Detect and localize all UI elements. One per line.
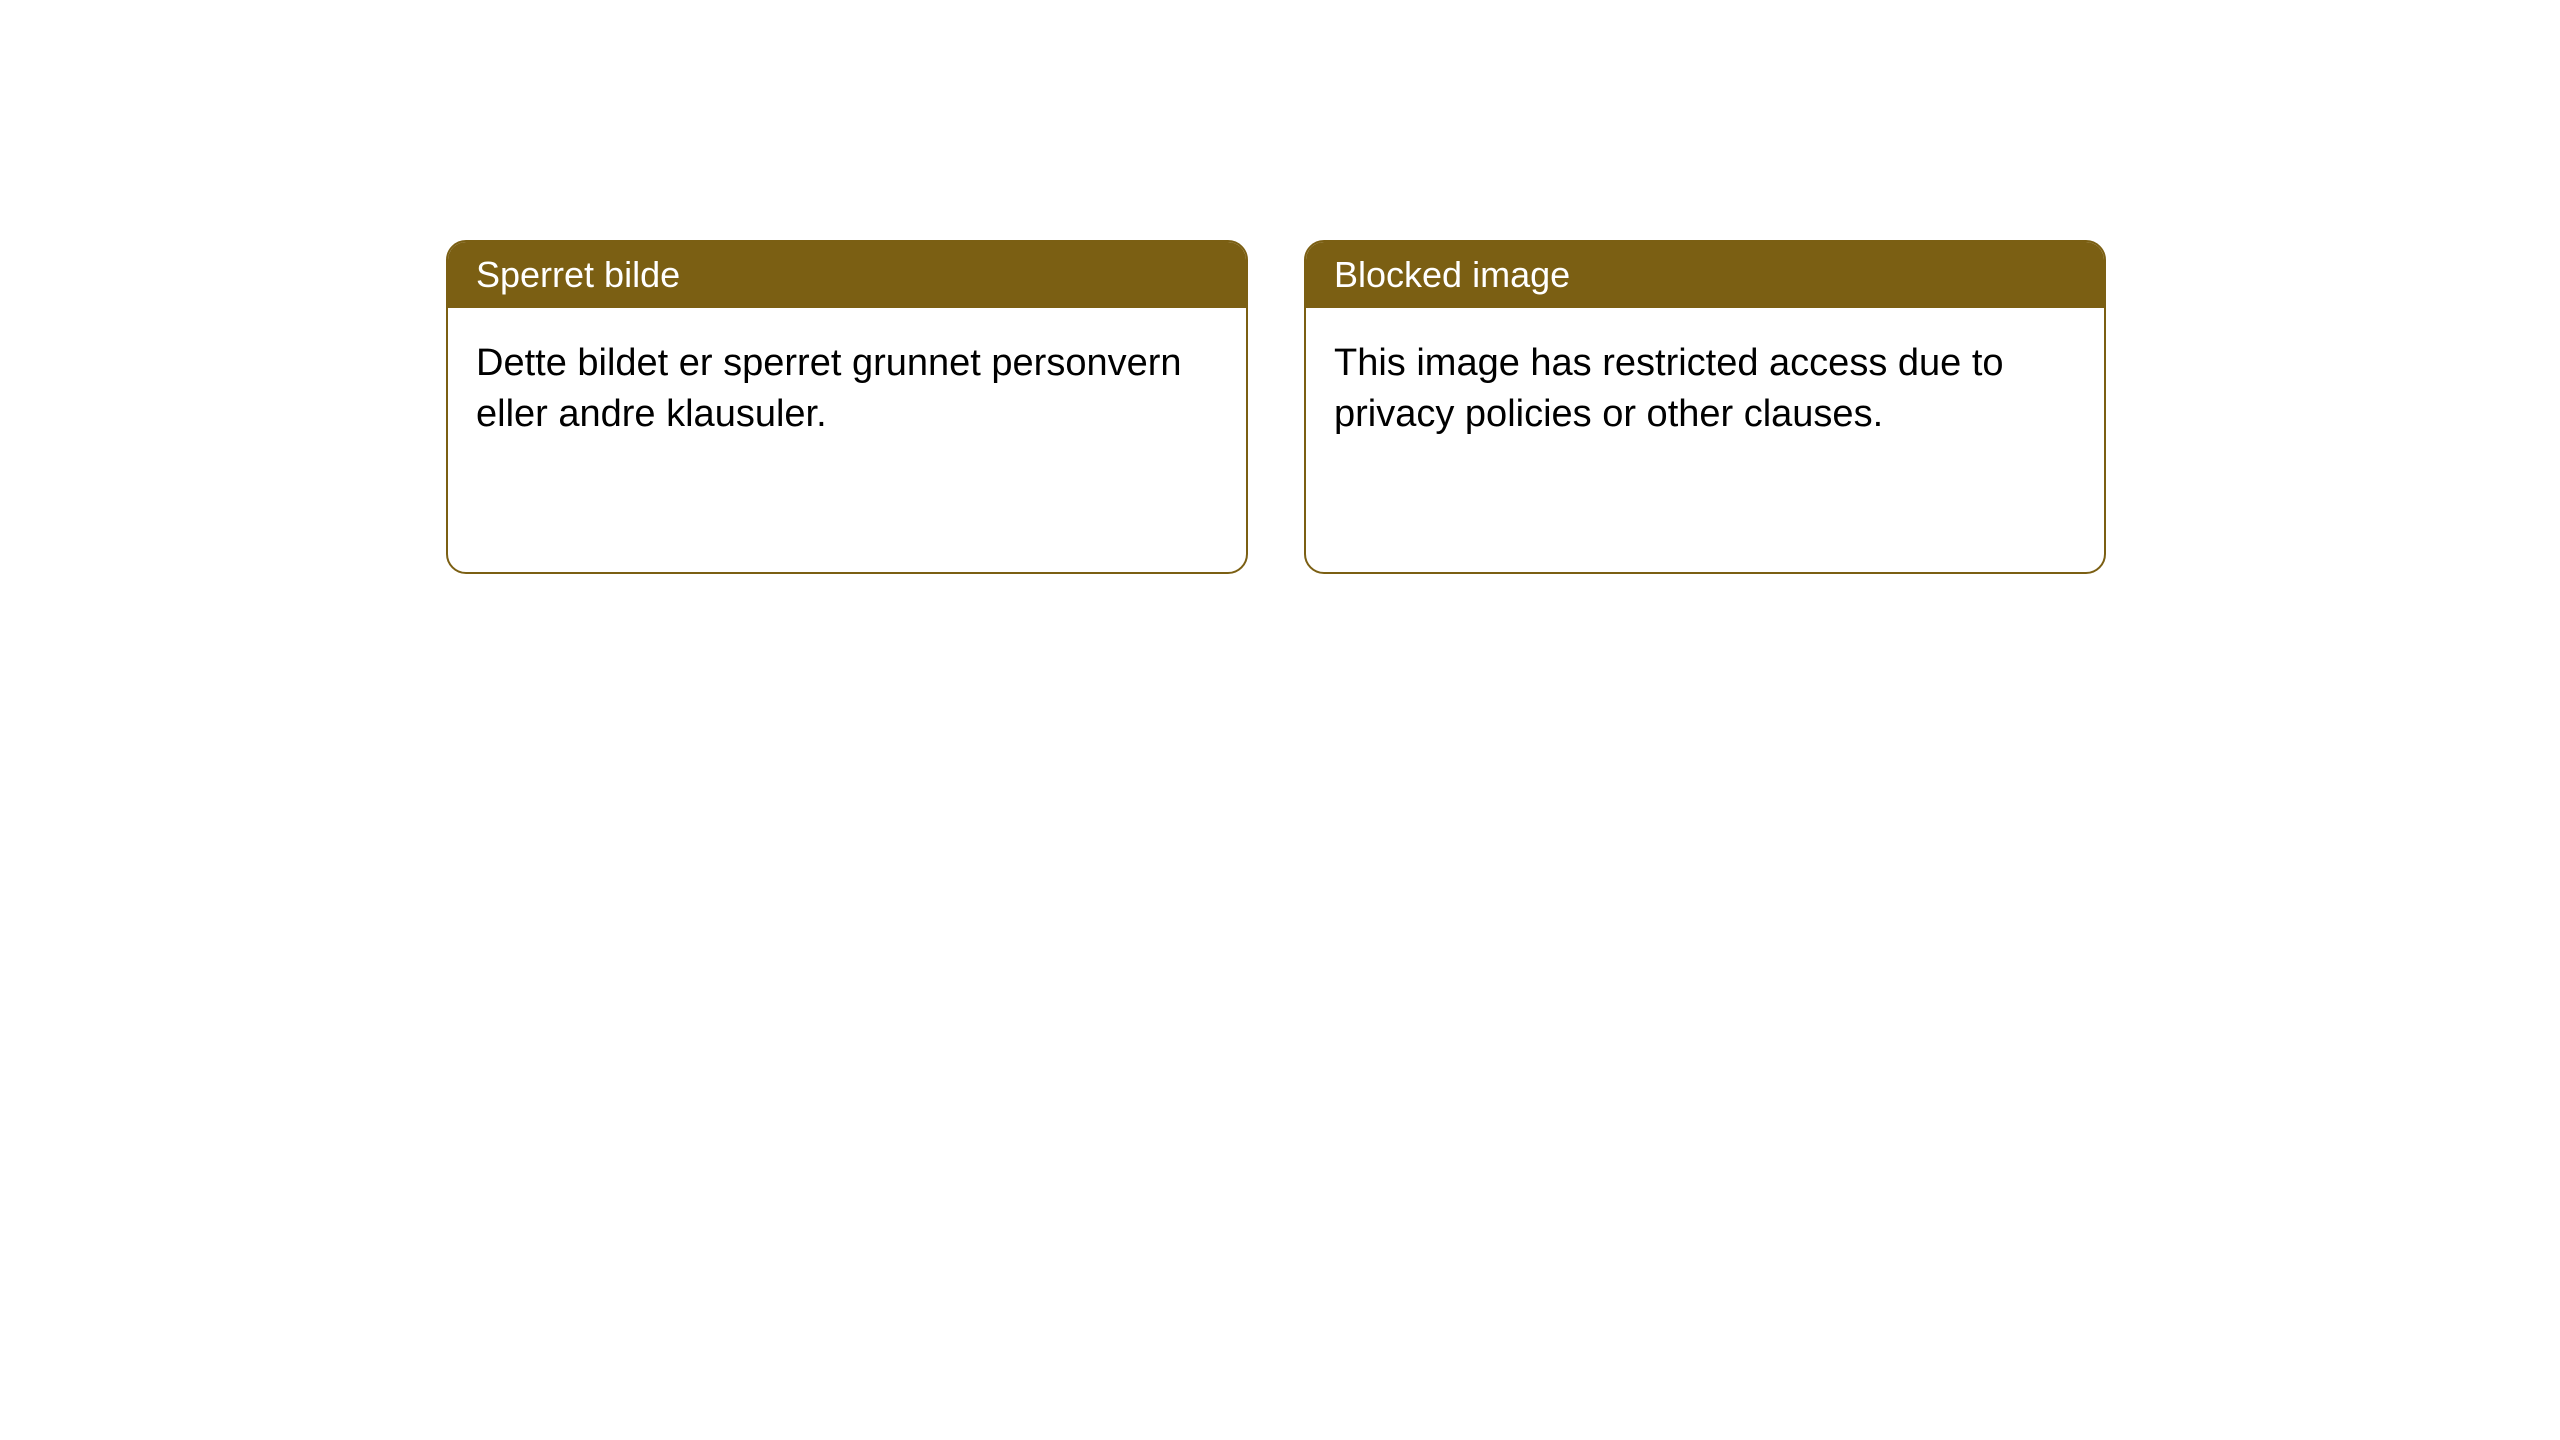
card-header: Blocked image: [1306, 242, 2104, 308]
card-body: Dette bildet er sperret grunnet personve…: [448, 308, 1246, 471]
card-header: Sperret bilde: [448, 242, 1246, 308]
card-body-text: Dette bildet er sperret grunnet personve…: [476, 342, 1182, 435]
notice-container: Sperret bilde Dette bildet er sperret gr…: [0, 0, 2560, 574]
card-body: This image has restricted access due to …: [1306, 308, 2104, 471]
card-title: Sperret bilde: [476, 254, 680, 295]
card-title: Blocked image: [1334, 254, 1570, 295]
blocked-image-notice-en: Blocked image This image has restricted …: [1304, 240, 2106, 574]
card-body-text: This image has restricted access due to …: [1334, 342, 2004, 435]
blocked-image-notice-no: Sperret bilde Dette bildet er sperret gr…: [446, 240, 1248, 574]
